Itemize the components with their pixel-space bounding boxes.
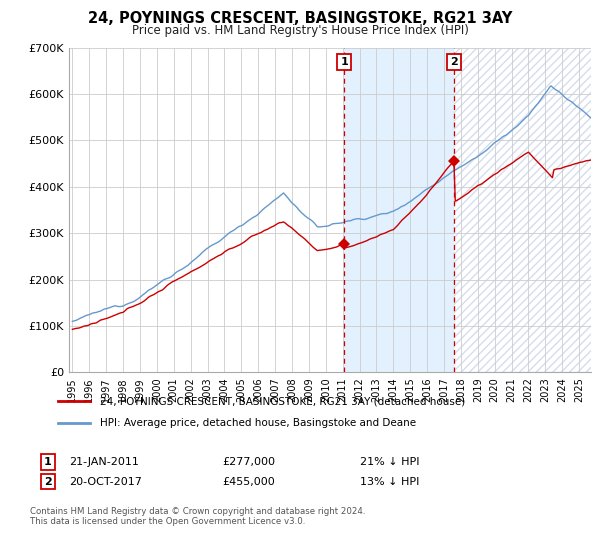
Text: £277,000: £277,000 (222, 457, 275, 467)
Text: 13% ↓ HPI: 13% ↓ HPI (360, 477, 419, 487)
Text: 24, POYNINGS CRESCENT, BASINGSTOKE, RG21 3AY: 24, POYNINGS CRESCENT, BASINGSTOKE, RG21… (88, 11, 512, 26)
Text: Price paid vs. HM Land Registry's House Price Index (HPI): Price paid vs. HM Land Registry's House … (131, 24, 469, 36)
Text: Contains HM Land Registry data © Crown copyright and database right 2024.
This d: Contains HM Land Registry data © Crown c… (30, 507, 365, 526)
Text: HPI: Average price, detached house, Basingstoke and Deane: HPI: Average price, detached house, Basi… (100, 418, 416, 428)
Text: 2: 2 (450, 57, 458, 67)
Text: 1: 1 (44, 457, 52, 467)
Bar (454, 48, 596, 372)
Text: 20-OCT-2017: 20-OCT-2017 (69, 477, 142, 487)
Text: 2: 2 (44, 477, 52, 487)
Bar (344, 48, 454, 372)
Text: £455,000: £455,000 (222, 477, 275, 487)
Text: 21% ↓ HPI: 21% ↓ HPI (360, 457, 419, 467)
Text: 1: 1 (340, 57, 348, 67)
Text: 21-JAN-2011: 21-JAN-2011 (69, 457, 139, 467)
Text: 24, POYNINGS CRESCENT, BASINGSTOKE, RG21 3AY (detached house): 24, POYNINGS CRESCENT, BASINGSTOKE, RG21… (100, 396, 466, 407)
